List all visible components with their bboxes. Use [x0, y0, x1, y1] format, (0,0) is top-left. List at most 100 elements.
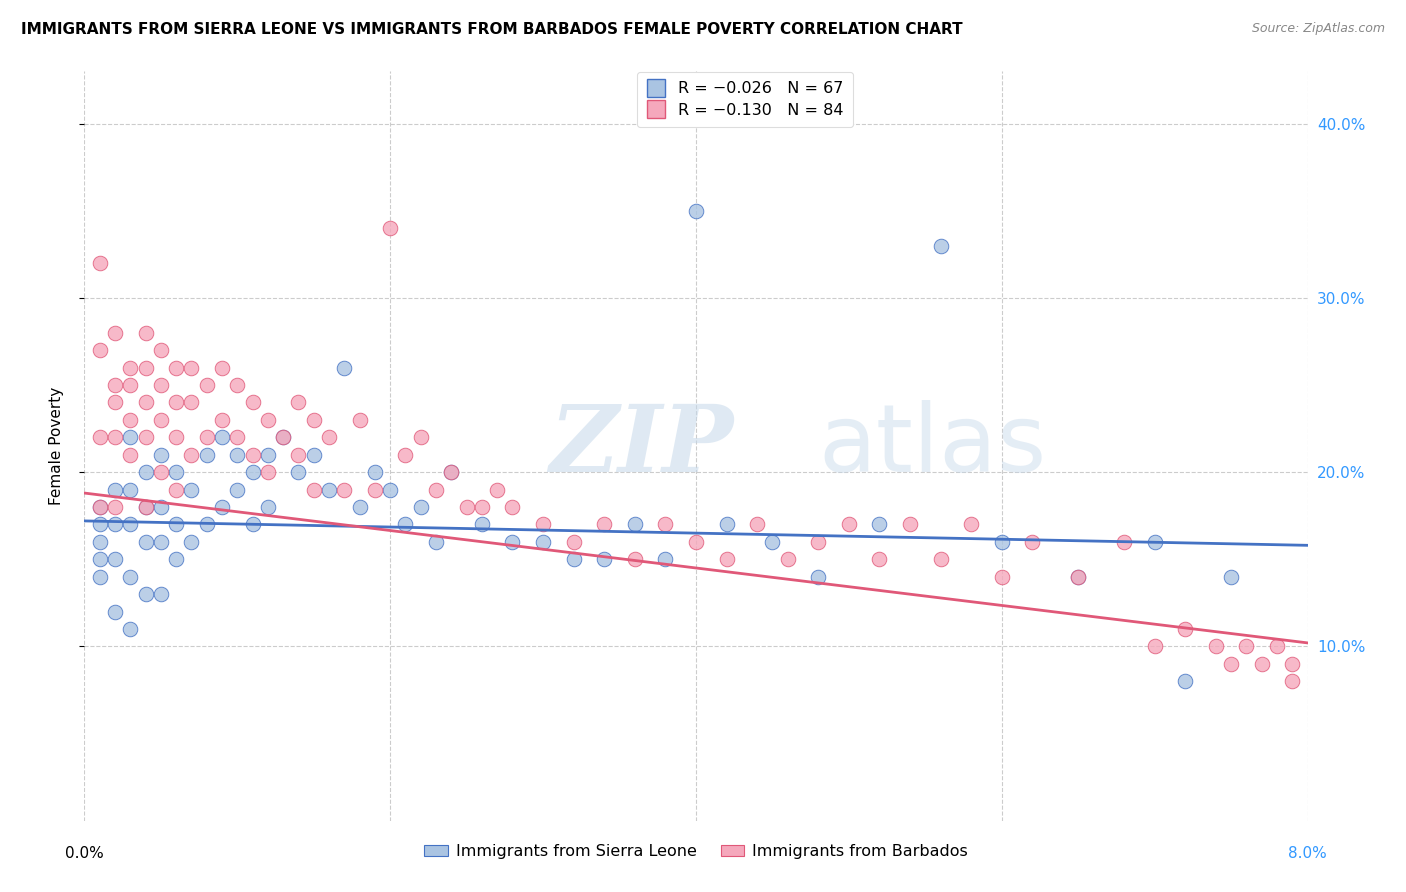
Point: [226, 448, 249, 462]
Point: [761, 534, 783, 549]
Point: [120, 448, 142, 462]
Point: [135, 500, 157, 514]
Point: [226, 430, 249, 444]
Point: [89, 256, 111, 270]
Point: [104, 483, 127, 497]
Point: [333, 483, 356, 497]
Point: [89, 517, 111, 532]
Point: [149, 413, 172, 427]
Point: [195, 430, 218, 444]
Point: [89, 343, 111, 358]
Point: [120, 483, 142, 497]
Point: [654, 552, 676, 566]
Point: [165, 483, 187, 497]
Point: [898, 517, 921, 532]
Point: [165, 552, 187, 566]
Point: [271, 430, 294, 444]
Text: 8.0%: 8.0%: [1288, 846, 1327, 861]
Point: [226, 483, 249, 497]
Point: [149, 500, 172, 514]
Point: [302, 413, 325, 427]
Point: [257, 500, 280, 514]
Point: [409, 430, 432, 444]
Point: [1220, 570, 1243, 584]
Point: [685, 203, 707, 218]
Point: [593, 517, 616, 532]
Point: [486, 483, 509, 497]
Point: [242, 448, 264, 462]
Text: ZIP: ZIP: [550, 401, 734, 491]
Point: [89, 500, 111, 514]
Point: [624, 517, 647, 532]
Point: [165, 465, 187, 479]
Point: [531, 517, 554, 532]
Point: [654, 517, 676, 532]
Point: [364, 465, 387, 479]
Point: [807, 534, 830, 549]
Point: [991, 570, 1014, 584]
Point: [165, 517, 187, 532]
Point: [149, 465, 172, 479]
Text: Source: ZipAtlas.com: Source: ZipAtlas.com: [1251, 22, 1385, 36]
Point: [135, 395, 157, 409]
Point: [471, 517, 494, 532]
Point: [1265, 640, 1288, 654]
Point: [120, 570, 142, 584]
Point: [180, 448, 202, 462]
Point: [89, 430, 111, 444]
Point: [807, 570, 830, 584]
Point: [89, 570, 111, 584]
Point: [440, 465, 463, 479]
Point: [104, 395, 127, 409]
Point: [195, 448, 218, 462]
Point: [149, 343, 172, 358]
Point: [120, 378, 142, 392]
Point: [929, 238, 952, 252]
Point: [869, 517, 891, 532]
Point: [456, 500, 478, 514]
Text: atlas: atlas: [818, 400, 1046, 492]
Point: [1250, 657, 1272, 671]
Y-axis label: Female Poverty: Female Poverty: [49, 387, 63, 505]
Point: [165, 430, 187, 444]
Point: [991, 534, 1014, 549]
Point: [380, 221, 402, 235]
Point: [380, 483, 402, 497]
Point: [242, 517, 264, 532]
Point: [135, 587, 157, 601]
Point: [104, 552, 127, 566]
Point: [287, 395, 309, 409]
Point: [257, 448, 280, 462]
Text: IMMIGRANTS FROM SIERRA LEONE VS IMMIGRANTS FROM BARBADOS FEMALE POVERTY CORRELAT: IMMIGRANTS FROM SIERRA LEONE VS IMMIGRAN…: [21, 22, 963, 37]
Point: [394, 517, 416, 532]
Point: [89, 552, 111, 566]
Point: [180, 483, 202, 497]
Point: [838, 517, 860, 532]
Point: [104, 500, 127, 514]
Point: [1067, 570, 1090, 584]
Point: [195, 378, 218, 392]
Point: [211, 413, 233, 427]
Text: 0.0%: 0.0%: [65, 846, 104, 861]
Point: [1143, 640, 1166, 654]
Point: [302, 483, 325, 497]
Point: [211, 500, 233, 514]
Point: [716, 552, 738, 566]
Point: [302, 448, 325, 462]
Point: [149, 378, 172, 392]
Point: [1067, 570, 1090, 584]
Point: [960, 517, 983, 532]
Legend: Immigrants from Sierra Leone, Immigrants from Barbados: Immigrants from Sierra Leone, Immigrants…: [418, 838, 974, 865]
Point: [318, 430, 340, 444]
Point: [211, 360, 233, 375]
Point: [349, 413, 371, 427]
Point: [394, 448, 416, 462]
Point: [135, 534, 157, 549]
Point: [149, 448, 172, 462]
Point: [502, 534, 524, 549]
Point: [1281, 674, 1303, 689]
Point: [89, 534, 111, 549]
Point: [531, 534, 554, 549]
Point: [318, 483, 340, 497]
Point: [120, 413, 142, 427]
